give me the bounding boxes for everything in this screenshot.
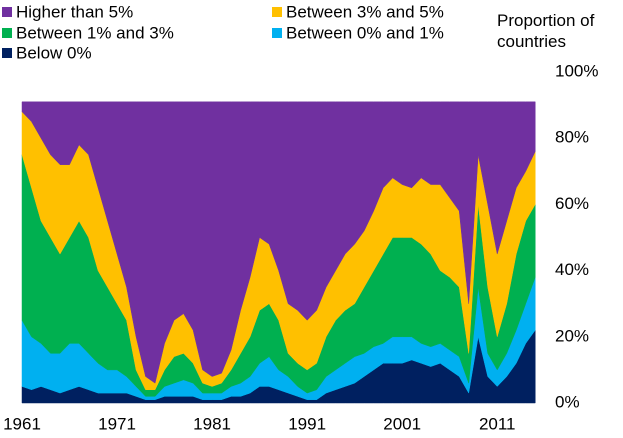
area bbox=[21, 101, 536, 384]
y-tick-label: 100% bbox=[555, 61, 598, 80]
x-tick-label: 1981 bbox=[193, 414, 231, 433]
legend-swatch bbox=[272, 7, 282, 17]
legend-label: Higher than 5% bbox=[16, 2, 133, 21]
x-tick-label: 1971 bbox=[98, 414, 136, 433]
legend-swatch bbox=[2, 28, 12, 38]
y-tick-label: 0% bbox=[555, 392, 580, 411]
legend-swatch bbox=[2, 48, 12, 58]
y-tick-label: 40% bbox=[555, 260, 589, 279]
legend-label: Between 1% and 3% bbox=[16, 23, 174, 42]
y-tick-label: 60% bbox=[555, 194, 589, 213]
x-tick-label: 2001 bbox=[383, 414, 421, 433]
legend-label: Between 3% and 5% bbox=[286, 2, 444, 21]
legend-label: Below 0% bbox=[16, 43, 92, 62]
legend-label: Between 0% and 1% bbox=[286, 23, 444, 42]
x-tick-label: 2011 bbox=[479, 414, 516, 433]
legend-swatch bbox=[272, 28, 282, 38]
y-tick-label: 80% bbox=[555, 128, 589, 147]
x-tick-label: 1961 bbox=[3, 414, 41, 433]
legend-swatch bbox=[2, 7, 12, 17]
x-tick-label: 1991 bbox=[288, 414, 326, 433]
y-tick-label: 20% bbox=[555, 326, 589, 345]
y-axis-label: Proportion of countries bbox=[497, 11, 595, 51]
